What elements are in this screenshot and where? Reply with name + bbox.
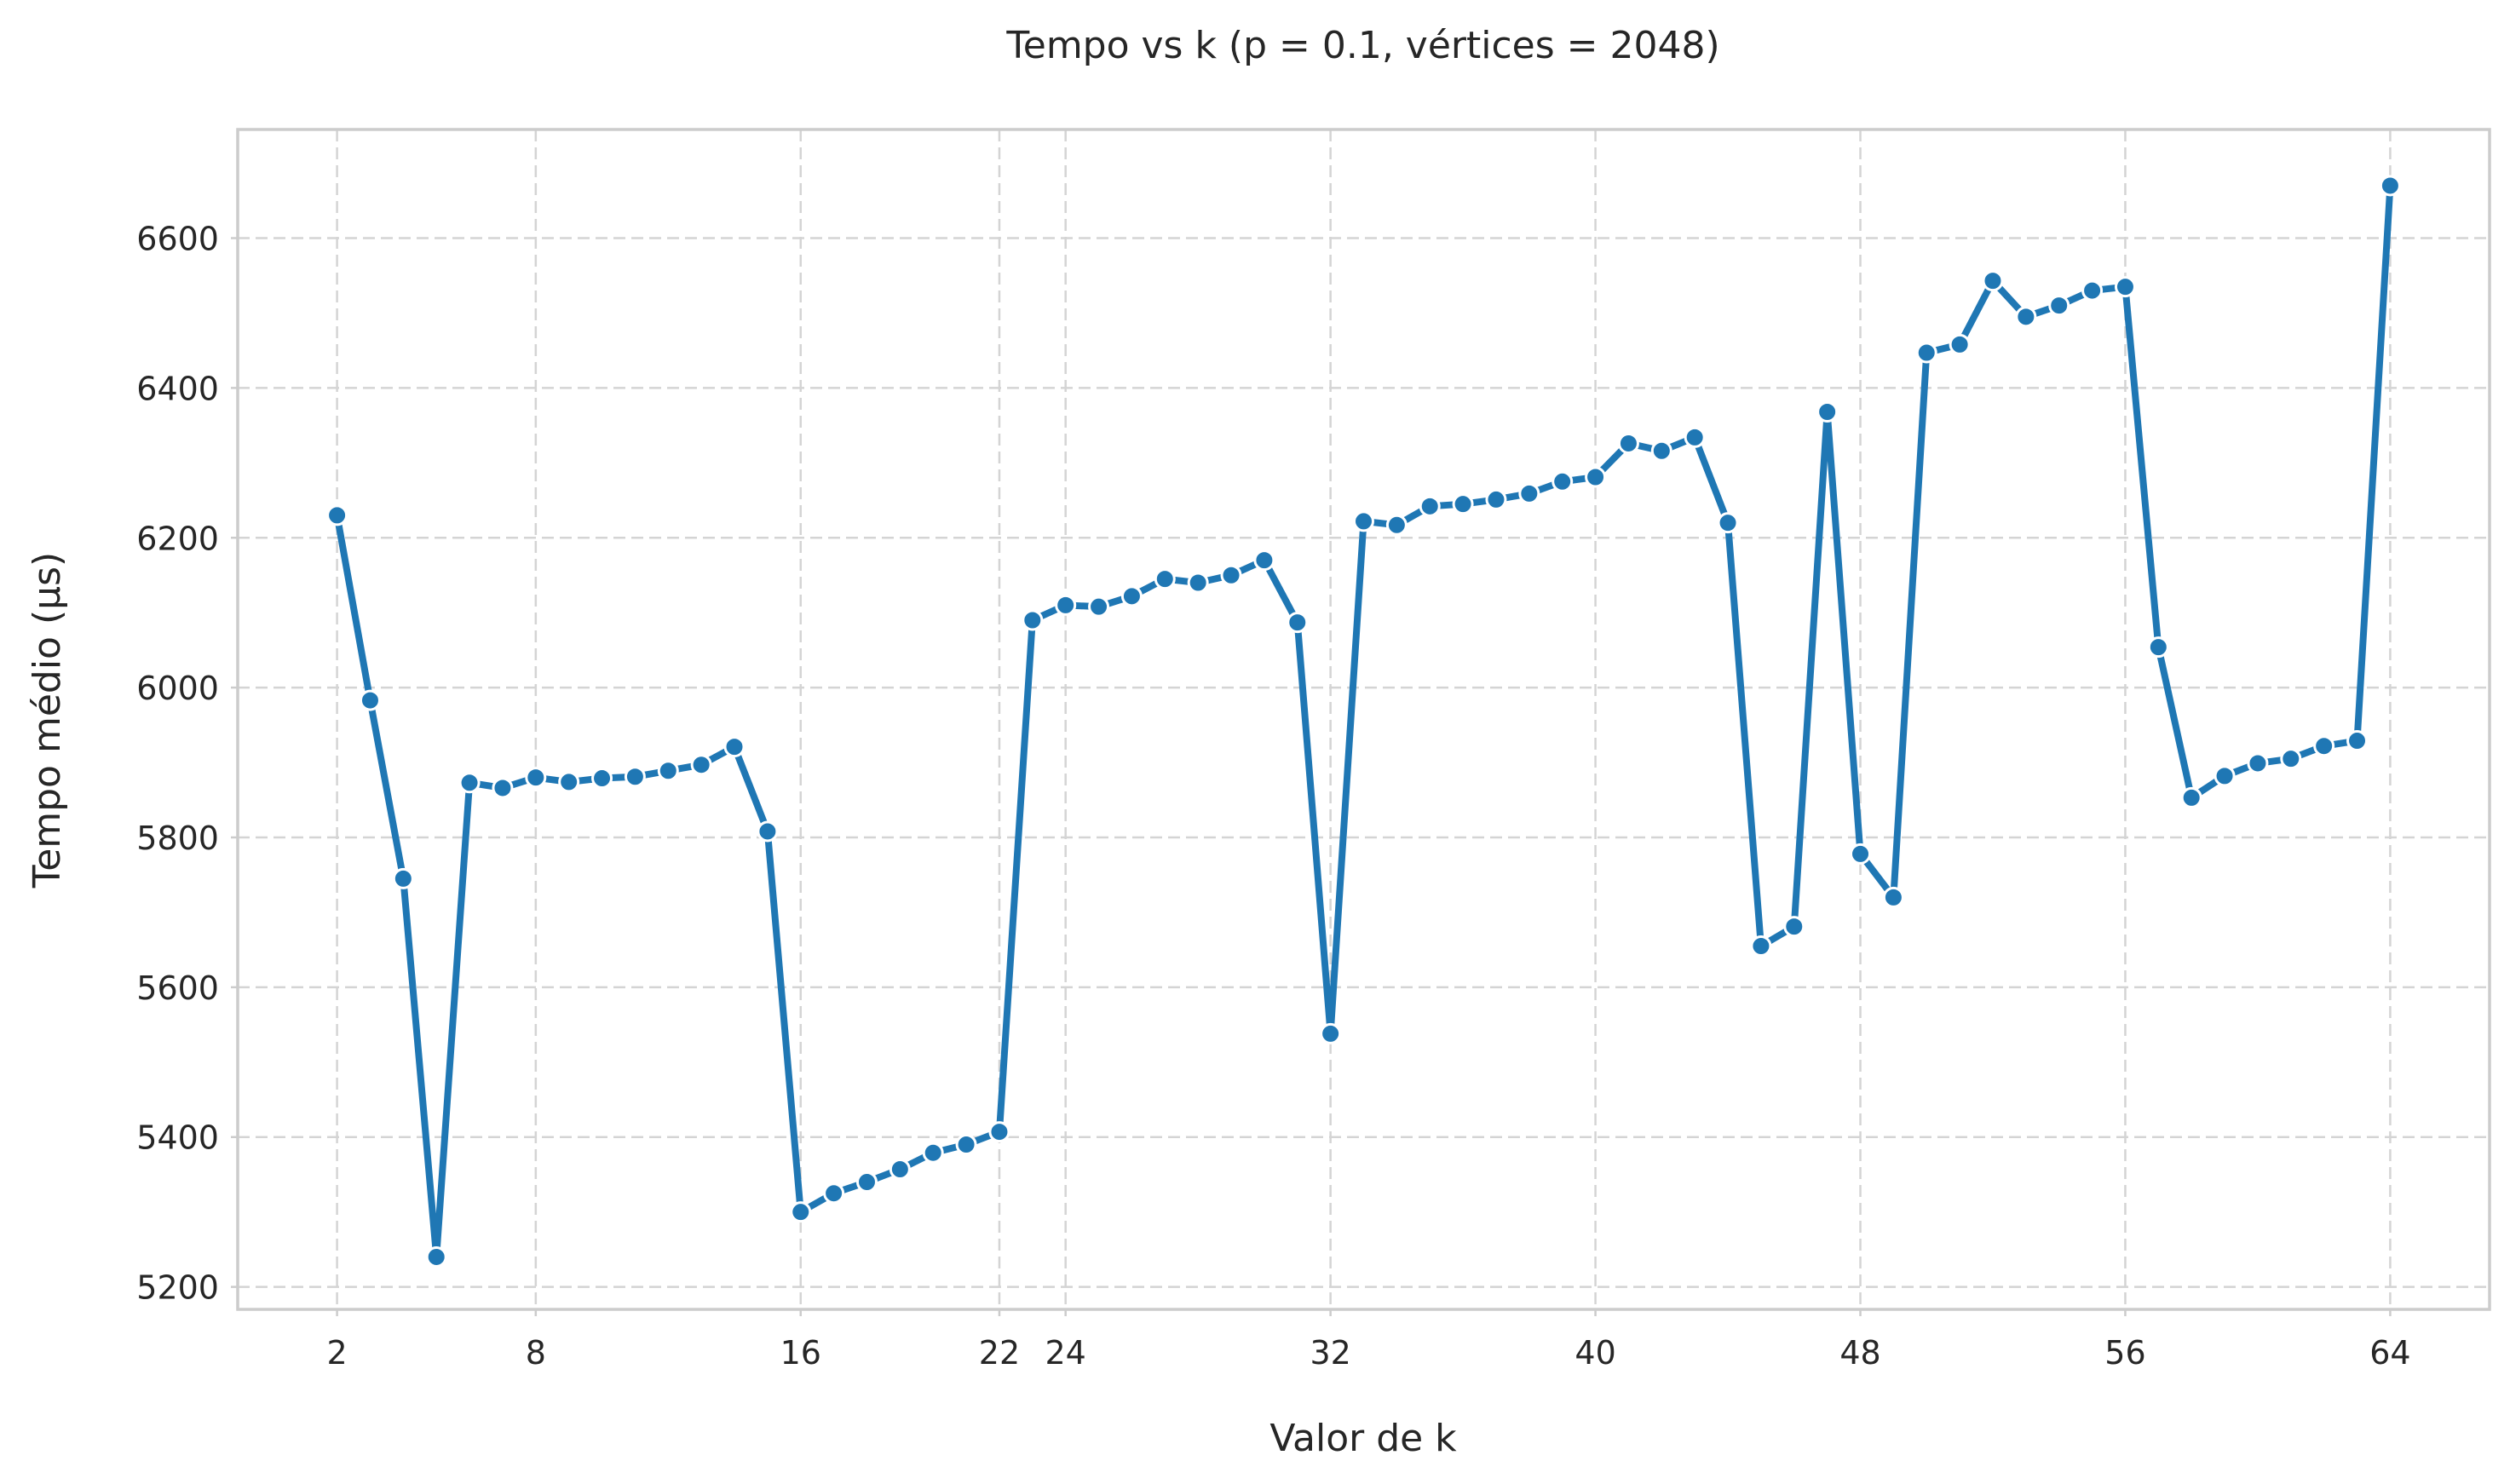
data-point <box>2048 295 2070 317</box>
data-point <box>1982 270 2004 292</box>
data-point <box>1882 886 1904 908</box>
data-point <box>2313 735 2335 757</box>
data-point <box>525 767 547 789</box>
x-tick-label: 48 <box>1839 1334 1880 1372</box>
y-axis-ticks: 5200 5400 5600 5800 6000 6200 6400 6600 <box>136 221 238 1307</box>
data-point <box>458 772 481 794</box>
data-point <box>591 768 613 790</box>
data-point <box>359 689 381 711</box>
data-point <box>2015 306 2037 328</box>
data-point <box>1617 432 1639 454</box>
x-tick-label: 8 <box>526 1334 546 1372</box>
data-point <box>790 1201 812 1223</box>
data-point <box>1220 564 1242 586</box>
data-point <box>855 1171 878 1194</box>
x-tick-label: 16 <box>780 1334 821 1372</box>
data-point <box>1585 466 1607 488</box>
data-point <box>425 1245 447 1268</box>
data-point <box>988 1121 1010 1143</box>
plot-frame <box>236 128 2491 1311</box>
x-tick-label: 56 <box>2104 1334 2145 1372</box>
y-tick-label: 6600 <box>136 221 219 258</box>
data-point <box>1717 512 1739 534</box>
data-point <box>1088 595 1110 618</box>
data-point <box>1187 572 1209 594</box>
data-point <box>2180 786 2202 808</box>
data-point <box>1750 935 1772 958</box>
data-point <box>1353 510 1374 532</box>
data-point <box>1154 568 1176 590</box>
x-axis-label: Valor de k <box>1269 1417 1457 1460</box>
data-point <box>889 1159 911 1181</box>
y-tick-label: 5400 <box>136 1119 219 1157</box>
data-point <box>326 504 348 526</box>
data-point <box>1783 916 1805 938</box>
data-point <box>657 760 679 782</box>
data-point <box>1452 493 1474 515</box>
data-point <box>492 777 514 799</box>
data-point <box>1816 401 1839 423</box>
data-point <box>1385 514 1408 536</box>
data-point <box>757 820 779 843</box>
data-point <box>823 1182 845 1205</box>
data-point <box>2379 175 2401 197</box>
y-tick-label: 5200 <box>136 1269 219 1307</box>
y-tick-label: 5800 <box>136 820 219 857</box>
data-point <box>1120 585 1143 607</box>
data-point <box>2214 765 2236 787</box>
data-points <box>326 175 2401 1268</box>
x-tick-label: 32 <box>1310 1334 1350 1372</box>
y-tick-label: 6000 <box>136 670 219 707</box>
data-point <box>690 754 712 776</box>
data-point <box>1684 426 1706 448</box>
data-point <box>1485 488 1507 510</box>
data-point <box>1850 843 1872 865</box>
data-point <box>1518 482 1540 504</box>
data-point <box>723 736 746 758</box>
x-tick-label: 40 <box>1575 1334 1615 1372</box>
x-tick-label: 64 <box>2369 1334 2410 1372</box>
data-point <box>1551 470 1574 492</box>
data-point <box>2280 748 2302 770</box>
x-axis-ticks: 2 8 16 22 24 32 40 48 56 64 <box>327 1309 2411 1372</box>
y-tick-label: 6200 <box>136 520 219 557</box>
x-tick-label: 22 <box>979 1334 1020 1372</box>
data-point <box>1650 440 1672 462</box>
data-point <box>2346 730 2369 752</box>
data-point <box>558 771 580 793</box>
y-tick-label: 6400 <box>136 370 219 407</box>
data-point <box>1419 495 1441 517</box>
y-tick-label: 5600 <box>136 969 219 1007</box>
x-tick-label: 24 <box>1045 1334 1086 1372</box>
data-point <box>624 766 646 788</box>
data-point <box>1253 549 1275 572</box>
data-point <box>2247 752 2269 774</box>
chart-title: Tempo vs k (p = 0.1, vértices = 2048) <box>1005 24 1719 67</box>
data-point <box>1320 1022 1342 1044</box>
data-point <box>2147 636 2169 659</box>
data-point <box>1055 594 1077 616</box>
data-point <box>1915 342 1937 364</box>
y-axis-label: Tempo médio (µs) <box>26 552 69 889</box>
data-point <box>2114 276 2136 298</box>
data-point <box>392 867 414 889</box>
data-point <box>1949 333 1971 355</box>
data-point <box>2081 279 2104 302</box>
data-point <box>922 1142 944 1164</box>
data-point <box>955 1134 977 1156</box>
data-point <box>1287 612 1309 634</box>
data-point <box>1022 609 1044 631</box>
x-tick-label: 2 <box>327 1334 348 1372</box>
